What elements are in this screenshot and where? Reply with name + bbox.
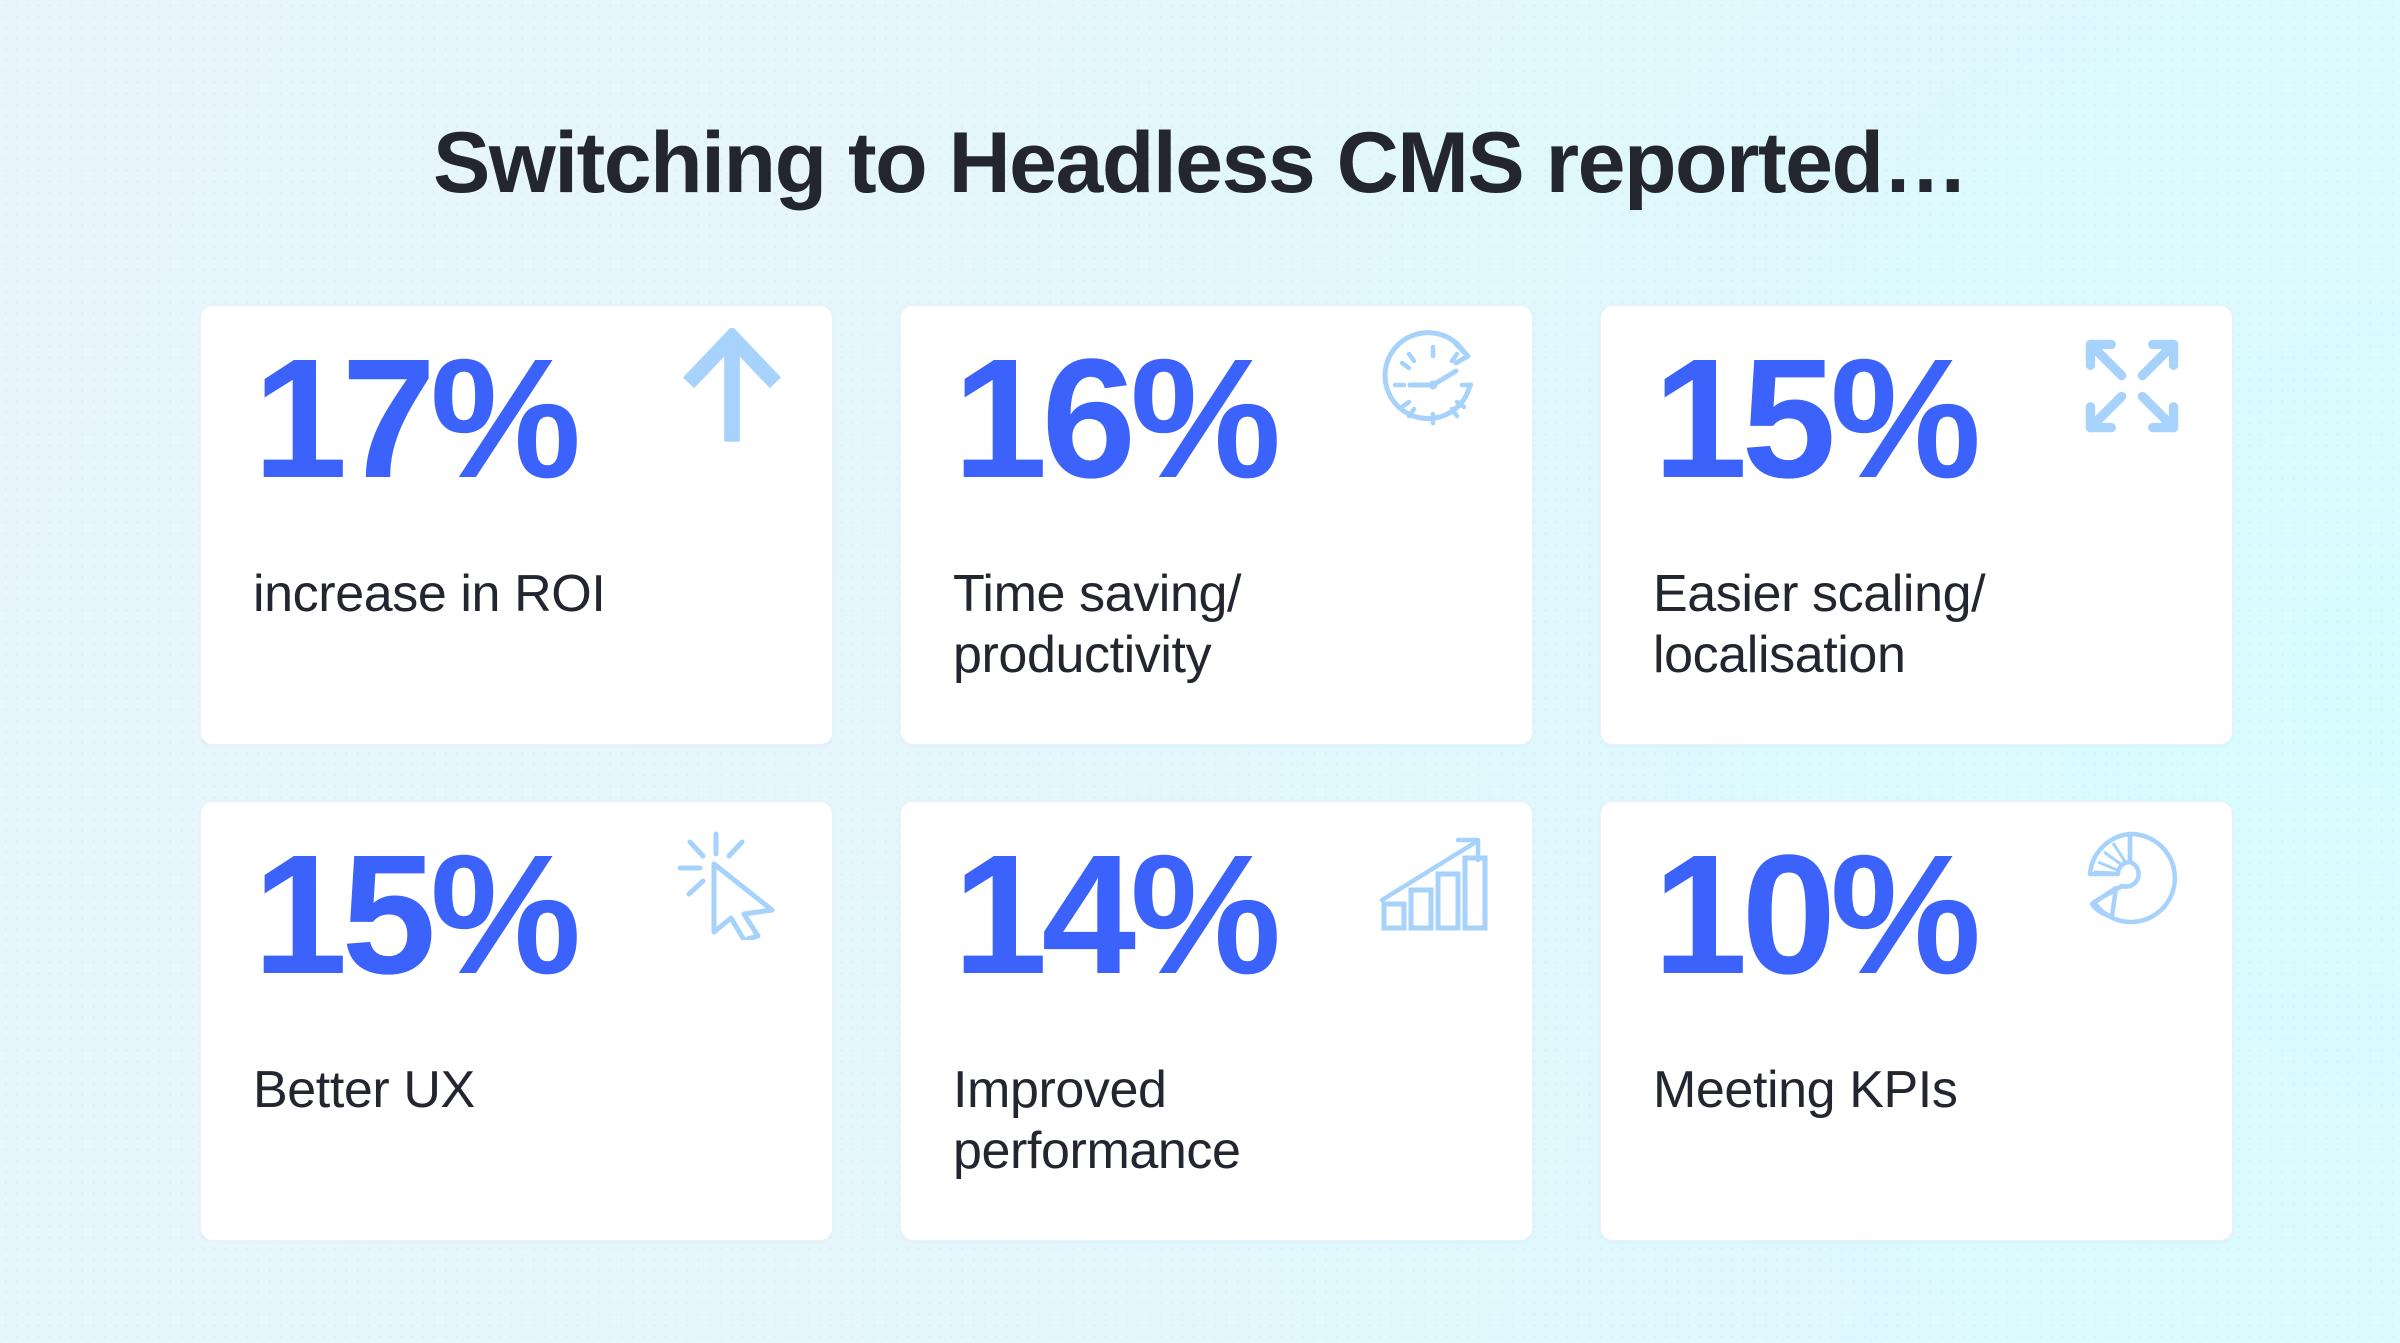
page-title: Switching to Headless CMS reported… xyxy=(433,115,1968,211)
stat-card: 14% Improved performance xyxy=(900,801,1533,1241)
stat-label: Easier scaling/ localisation xyxy=(1653,565,1986,685)
clock-icon xyxy=(1378,330,1488,440)
bar-chart-growth-icon xyxy=(1378,830,1488,934)
stat-value: 14% xyxy=(953,820,1281,1010)
stat-card: 15% Better UX xyxy=(200,801,833,1241)
stat-label: Time saving/ productivity xyxy=(953,565,1242,685)
stat-value: 10% xyxy=(1653,820,1981,1010)
stat-card: 15% Easier scaling/ localisation xyxy=(1600,305,2233,745)
stat-label: Better UX xyxy=(253,1061,475,1119)
stat-value: 15% xyxy=(253,820,581,1010)
stat-card: 17% increase in ROI xyxy=(200,305,833,745)
stat-value: 17% xyxy=(253,324,581,514)
stat-label: Meeting KPIs xyxy=(1653,1061,1958,1119)
cursor-click-icon xyxy=(676,828,782,940)
stat-value: 15% xyxy=(1653,324,1981,514)
donut-chart-icon xyxy=(2078,826,2182,930)
stat-card: 10% Meeting KPIs xyxy=(1600,801,2233,1241)
stat-value: 16% xyxy=(953,324,1281,514)
stat-label: Improved performance xyxy=(953,1061,1241,1181)
expand-arrows-icon xyxy=(2078,332,2186,440)
stat-label: increase in ROI xyxy=(253,565,606,623)
stat-card-grid: 17% increase in ROI 16% Time saving/ pro… xyxy=(200,305,2233,1241)
arrow-up-icon xyxy=(680,328,784,448)
stat-card: 16% Time saving/ productivity xyxy=(900,305,1533,745)
